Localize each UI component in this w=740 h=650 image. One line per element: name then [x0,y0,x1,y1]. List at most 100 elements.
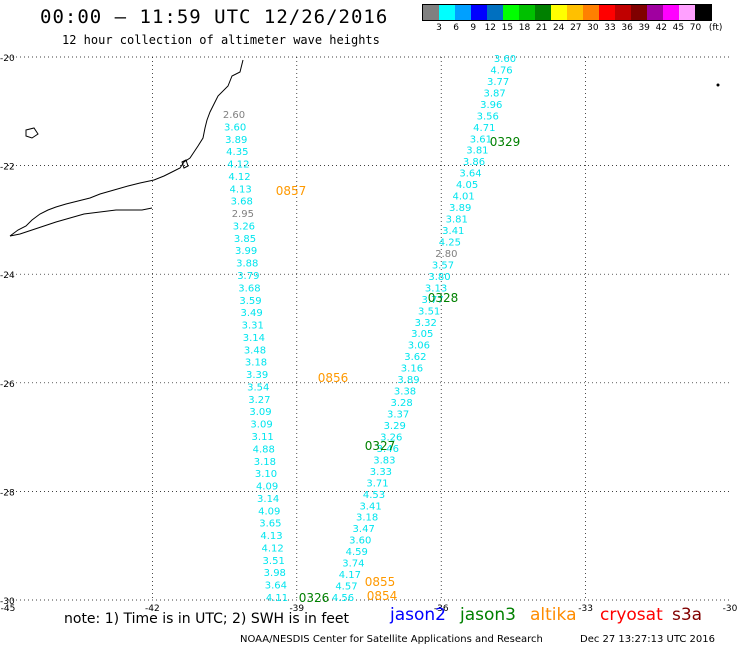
track-right-value: 4.59 [346,547,368,558]
legend-swatch [583,5,599,20]
satellite-label-jason2: jason2 [390,605,446,625]
track-right-value: 3.18 [356,513,378,524]
lon-label: -33 [578,604,593,614]
track-right-value: 3.62 [404,352,426,363]
track-right-value: 3.71 [366,478,388,489]
track-left-value: 4.88 [253,444,275,455]
track-left-value: 3.85 [234,234,256,245]
track-right-value: 4.05 [456,180,478,191]
track-left-value: 4.35 [226,147,248,158]
track-right-value: 3.64 [459,169,481,180]
track-left-value: 3.27 [248,395,270,406]
track-right-value: 4.53 [363,490,385,501]
legend-tick-label: 45 [672,23,685,33]
legend-tick-label: 70 [689,23,702,33]
track-left-value: 3.11 [252,432,274,443]
track-right-value: 3.89 [397,375,419,386]
track-right-value: 3.38 [394,387,416,398]
track-left-value: 3.89 [225,135,247,146]
track-left-value: 3.64 [265,581,287,592]
legend-tick-label: 21 [535,23,548,33]
track-left-value: 4.13 [260,531,282,542]
legend-swatch [439,5,455,20]
altimeter-tracks: 2.603.603.894.354.124.124.133.682.953.26… [223,54,516,604]
coastline-path [9,59,244,237]
track-left-value: 4.12 [227,160,249,171]
track-right-value: 3.86 [463,157,485,168]
time-label: 0855 [365,575,396,589]
legend-swatch [423,5,439,20]
lat-label: -24 [0,271,15,281]
track-left-value: 3.48 [244,345,266,356]
track-left-value: 3.59 [239,296,261,307]
lat-label: -22 [0,163,15,173]
lat-label: -30 [0,597,15,607]
legend-swatch [503,5,519,20]
track-right-value: 3.06 [408,341,430,352]
track-left-value: 3.98 [264,568,286,579]
track-right-value: 3.74 [342,559,364,570]
track-right-value: 3.33 [370,467,392,478]
legend-swatches [422,4,712,21]
satellite-label-jason3: jason3 [460,605,516,625]
track-left-value: 3.18 [245,358,267,369]
track-right-value: 3.80 [428,272,450,283]
legend-tick-label: 12 [484,23,497,33]
track-left-value: 3.68 [231,197,253,208]
track-right-value: 3.05 [411,329,433,340]
legend-unit: (ft) [708,23,723,33]
track-left-value: 3.39 [246,370,268,381]
lon-label: -42 [145,604,160,614]
legend-tick-label: 15 [501,23,514,33]
track-left-value: 4.09 [256,482,278,493]
track-left-value: 3.26 [233,221,255,232]
legend-swatch [551,5,567,20]
track-right-value: 3.77 [487,77,509,88]
time-label: 0326 [299,591,330,605]
lat-label: -26 [0,380,15,390]
track-left-value: 3.31 [242,321,264,332]
legend-tick-label: 30 [587,23,599,33]
track-right-value: 3.89 [449,203,471,214]
track-right-value: 3.57 [432,260,454,271]
legend-swatch [679,5,695,20]
track-left-value: 4.12 [261,543,283,554]
track-left-value: 3.49 [241,308,263,319]
track-left-value: 3.18 [254,457,276,468]
legend-swatch [487,5,503,20]
lon-label: -30 [723,604,738,614]
legend-swatch [471,5,487,20]
legend-swatch [631,5,647,20]
time-label: 0856 [318,371,349,385]
legend-swatch [535,5,551,20]
lat-label: -28 [0,488,15,498]
legend-swatch [455,5,471,20]
island-dot [716,83,720,87]
legend-swatch [663,5,679,20]
satellite-label-cryosat: cryosat [600,605,663,625]
track-right-value: 3.13 [425,283,447,294]
track-left-value: 3.60 [224,122,246,133]
map-subtitle: 12 hour collection of altimeter wave hei… [62,33,380,47]
track-right-value: 4.17 [339,570,361,581]
legend-tick-label: 36 [621,23,633,33]
legend-tick-label: 9 [470,23,477,33]
track-left-value: 3.79 [237,271,259,282]
lon-label: -36 [434,604,449,614]
track-left-value: 3.54 [247,382,269,393]
legend-tick-label: 42 [655,23,668,33]
track-right-value: 3.81 [446,215,468,226]
track-right-value: 3.47 [353,524,375,535]
track-right-value: 3.87 [484,88,506,99]
time-label: 0854 [367,589,398,603]
track-left-value: 3.51 [263,556,285,567]
legend-swatch [519,5,535,20]
lat-lon-grid [8,56,730,601]
track-right-value: 3.77 [421,295,443,306]
legend-swatch [695,5,711,20]
track-right-value: 3.56 [477,111,499,122]
track-right-value: 3.83 [373,455,395,466]
track-left-value: 3.09 [250,420,272,431]
